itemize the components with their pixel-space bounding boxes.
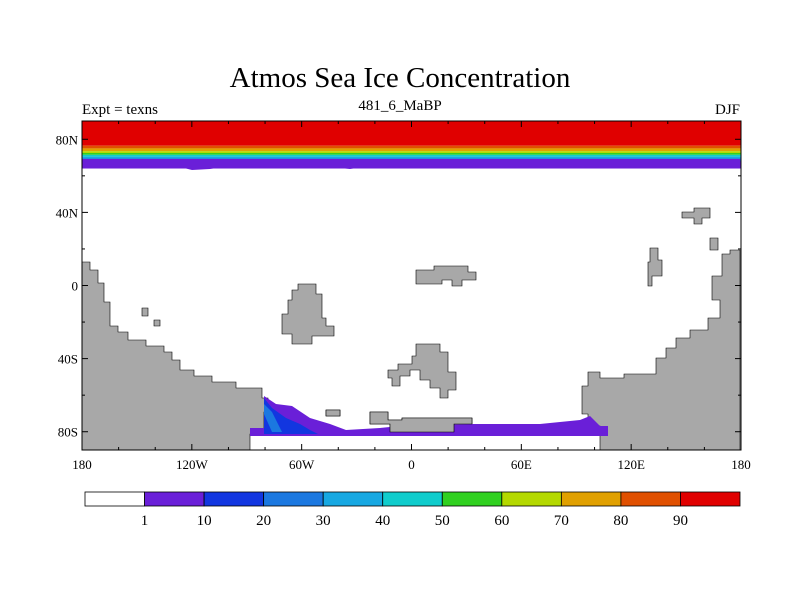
land-mass — [387, 343, 457, 399]
colorbar-label: 1 — [141, 513, 149, 529]
land-mass — [415, 265, 477, 287]
y-tick-label: 0 — [72, 279, 79, 294]
colorbar-label: 80 — [613, 513, 628, 529]
x-tick-label: 60E — [511, 457, 532, 472]
colorbar-swatch — [382, 491, 443, 507]
colorbar-swatch — [501, 491, 562, 507]
x-tick-label: 120E — [617, 457, 645, 472]
colorbar: 1 10 20 30 40 50 60 70 80 90 — [84, 491, 741, 529]
axes: 180 120W 60W 0 60E 120E 180 80N 40N 0 40S 80S — [56, 121, 751, 472]
x-tick-label: 60W — [289, 457, 315, 472]
ice-band — [82, 156, 741, 159]
land-mass — [325, 409, 341, 417]
chart-title: Atmos Sea Ice Concentration — [229, 62, 571, 94]
ice-band — [82, 151, 741, 153]
colorbar-label: 20 — [256, 513, 271, 529]
colorbar-swatch — [560, 491, 622, 507]
y-tick-label: 80S — [58, 425, 78, 440]
x-tick-label: 120W — [176, 457, 209, 472]
x-tick-label: 0 — [408, 457, 415, 472]
x-tick-label: 180 — [731, 457, 751, 472]
colorbar-label: 50 — [435, 513, 450, 529]
colorbar-label: 90 — [673, 513, 688, 529]
land-mass — [681, 207, 711, 225]
arctic-sea-ice — [82, 121, 741, 170]
ice-region-1 — [250, 396, 608, 436]
ice-region-3 — [264, 404, 282, 432]
colorbar-swatch — [84, 491, 145, 507]
colorbar-label: 70 — [554, 513, 569, 529]
colorbar-swatch — [620, 491, 681, 507]
land-mass — [141, 307, 149, 317]
period-label: 481_6_MaBP — [358, 98, 442, 114]
season-label: DJF — [714, 102, 740, 118]
ice-band — [82, 148, 741, 152]
colorbar-swatch — [203, 491, 265, 507]
colorbar-swatch — [144, 491, 205, 507]
ice-edge — [82, 159, 740, 170]
y-tick-label: 80N — [56, 132, 79, 147]
land-mass — [153, 319, 161, 327]
land-mass — [647, 247, 663, 287]
x-tick-label: 180 — [72, 457, 92, 472]
colorbar-swatch — [263, 491, 324, 507]
colorbar-label: 60 — [494, 513, 509, 529]
ice-band — [82, 152, 741, 155]
land-mass — [709, 237, 719, 251]
map-plot-area — [82, 121, 741, 450]
colorbar-label: 30 — [316, 513, 331, 529]
colorbar-swatch — [441, 491, 503, 507]
experiment-label: Expt = texns — [82, 102, 158, 118]
antarctic-sea-ice — [250, 396, 608, 436]
colorbar-swatch — [322, 491, 384, 507]
ice-band — [82, 145, 741, 149]
y-tick-label: 40S — [58, 352, 78, 367]
land-mass — [369, 411, 473, 433]
ice-band — [82, 154, 741, 157]
colorbar-label: 40 — [375, 513, 390, 529]
colorbar-swatch — [680, 491, 741, 507]
colorbar-label: 10 — [197, 513, 212, 529]
y-tick-label: 40N — [56, 205, 79, 220]
land-mass — [281, 283, 335, 345]
